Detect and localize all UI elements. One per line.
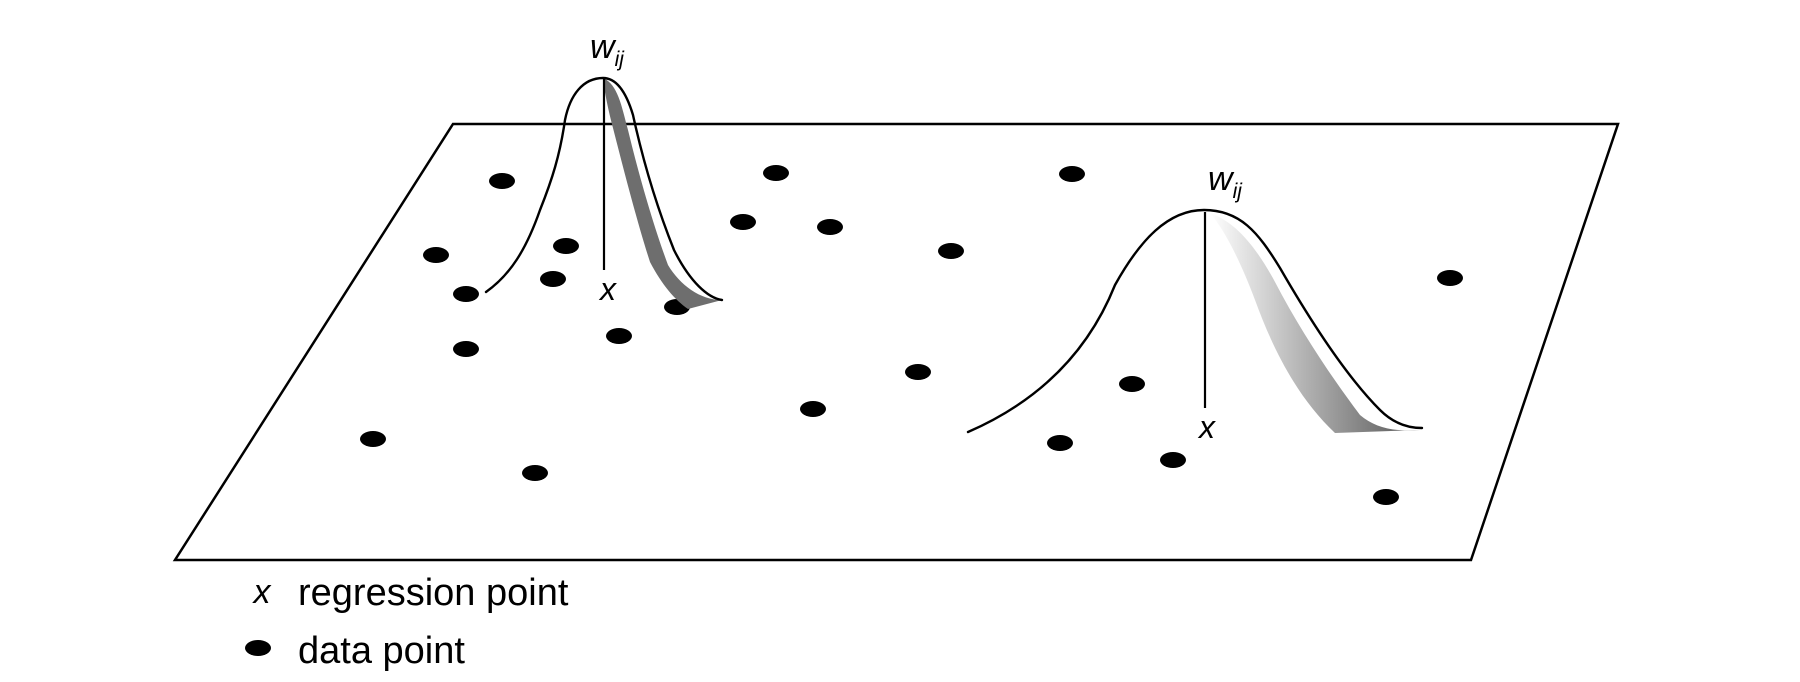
data-point-7	[540, 271, 566, 287]
legend-data-label: data point	[298, 630, 465, 672]
data-point-13	[453, 341, 479, 357]
kernel-wide-shade	[1210, 213, 1420, 433]
data-point-21	[1373, 489, 1399, 505]
legend-data-point-marker	[245, 640, 271, 656]
legend: x regression point data point	[245, 572, 569, 672]
data-point-4	[423, 247, 449, 263]
data-point-17	[522, 465, 548, 481]
data-point-1	[489, 173, 515, 189]
kernel-narrow-shade	[603, 78, 722, 309]
kernel-wide-regression-point: x	[1197, 409, 1216, 445]
kernel-wide: wij x	[966, 160, 1424, 445]
data-point-16	[360, 431, 386, 447]
data-point-22	[1437, 270, 1463, 286]
kernel-narrow-weight-label: wij	[590, 28, 625, 71]
data-point-20	[1160, 452, 1186, 468]
kernel-wide-curve	[966, 208, 1424, 434]
data-point-2	[763, 165, 789, 181]
data-point-12	[606, 328, 632, 344]
data-point-6	[453, 286, 479, 302]
data-point-18	[1119, 376, 1145, 392]
data-point-19	[1047, 435, 1073, 451]
data-point-8	[730, 214, 756, 230]
data-point-3	[1059, 166, 1085, 182]
legend-regression-symbol: x	[252, 573, 272, 611]
data-point-9	[817, 219, 843, 235]
kernel-narrow-regression-point: x	[598, 271, 617, 307]
kernel-wide-weight-label: wij	[1208, 160, 1243, 203]
data-point-15	[800, 401, 826, 417]
legend-regression-label: regression point	[298, 572, 569, 614]
data-point-5	[553, 238, 579, 254]
data-point-10	[938, 243, 964, 259]
data-point-14	[905, 364, 931, 380]
kernel-narrow: wij x	[484, 28, 724, 309]
input-space-plane	[172, 122, 1620, 562]
